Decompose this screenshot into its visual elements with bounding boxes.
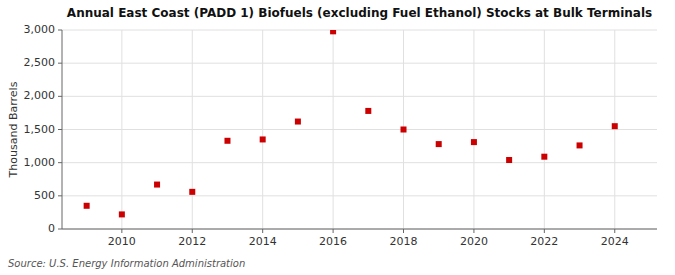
title: Annual East Coast (PADD 1) Biofuels (exc… (67, 6, 652, 20)
axes: 0 500 1,000 1,500 2,000 2,500 3,000 2010 2012 201… (24, 23, 658, 248)
points (84, 30, 618, 217)
x-grid-line (333, 30, 334, 229)
x-tick (614, 229, 615, 233)
y-grid-line (62, 129, 657, 130)
y-grid-line (62, 195, 657, 196)
point (84, 203, 90, 209)
x-tick (121, 229, 122, 233)
x-grid-line (121, 30, 122, 229)
y-axis-line (62, 30, 63, 229)
point (260, 136, 266, 142)
point (295, 119, 301, 125)
y-tick (58, 96, 62, 97)
grid (62, 30, 657, 229)
x-tick-label: 2014 (249, 235, 277, 248)
y-grid-line (62, 229, 657, 230)
point (224, 138, 230, 144)
point (365, 108, 371, 114)
x-tick (403, 229, 404, 233)
point (119, 211, 125, 217)
point (471, 139, 477, 145)
y-grid-line (62, 162, 657, 163)
point (612, 123, 618, 129)
x-tick (192, 229, 193, 233)
y-tick (58, 229, 62, 230)
x-grid-line (192, 30, 193, 229)
source-note: Source: U.S. Energy Information Administ… (8, 258, 245, 269)
y-tick (58, 195, 62, 196)
y-tick-label: 1,000 (24, 156, 56, 169)
point (330, 30, 336, 34)
point (577, 142, 583, 148)
x-tick (473, 229, 474, 233)
x-grid-line (544, 30, 545, 229)
y-tick-label: 2,500 (24, 56, 56, 69)
x-grid-line (262, 30, 263, 229)
chart-container: 0 500 1,000 1,500 2,000 2,500 3,000 2010 2012 201… (0, 0, 675, 275)
y-tick-label: 1,500 (24, 123, 56, 136)
y-axis-label: Thousand Barrels (7, 81, 20, 178)
y-grid-line (62, 30, 657, 31)
x-tick-label: 2024 (601, 235, 629, 248)
y-grid-line (62, 63, 657, 64)
x-tick-label: 2010 (108, 235, 136, 248)
x-tick-label: 2020 (460, 235, 488, 248)
x-axis-line (62, 229, 657, 230)
y-grid-line (62, 96, 657, 97)
point (401, 127, 407, 133)
y-tick (58, 63, 62, 64)
y-tick-label: 0 (48, 222, 55, 235)
x-tick (262, 229, 263, 233)
y-tick-label: 2,000 (24, 89, 56, 102)
point (541, 154, 547, 160)
x-tick (544, 229, 545, 233)
point (189, 189, 195, 195)
x-tick-label: 2022 (530, 235, 558, 248)
x-tick-label: 2012 (178, 235, 206, 248)
y-tick (58, 162, 62, 163)
x-tick-label: 2016 (319, 235, 347, 248)
y-tick-label: 3,000 (24, 23, 56, 36)
x-tick (333, 229, 334, 233)
x-grid-line (614, 30, 615, 229)
point (436, 141, 442, 147)
x-grid-line (473, 30, 474, 229)
y-tick (58, 129, 62, 130)
point (506, 157, 512, 163)
x-tick-label: 2018 (390, 235, 418, 248)
y-tick (58, 30, 62, 31)
y-tick-label: 500 (34, 189, 55, 202)
chart-svg: 0 500 1,000 1,500 2,000 2,500 3,000 2010 2012 201… (0, 0, 675, 275)
point (154, 182, 160, 188)
